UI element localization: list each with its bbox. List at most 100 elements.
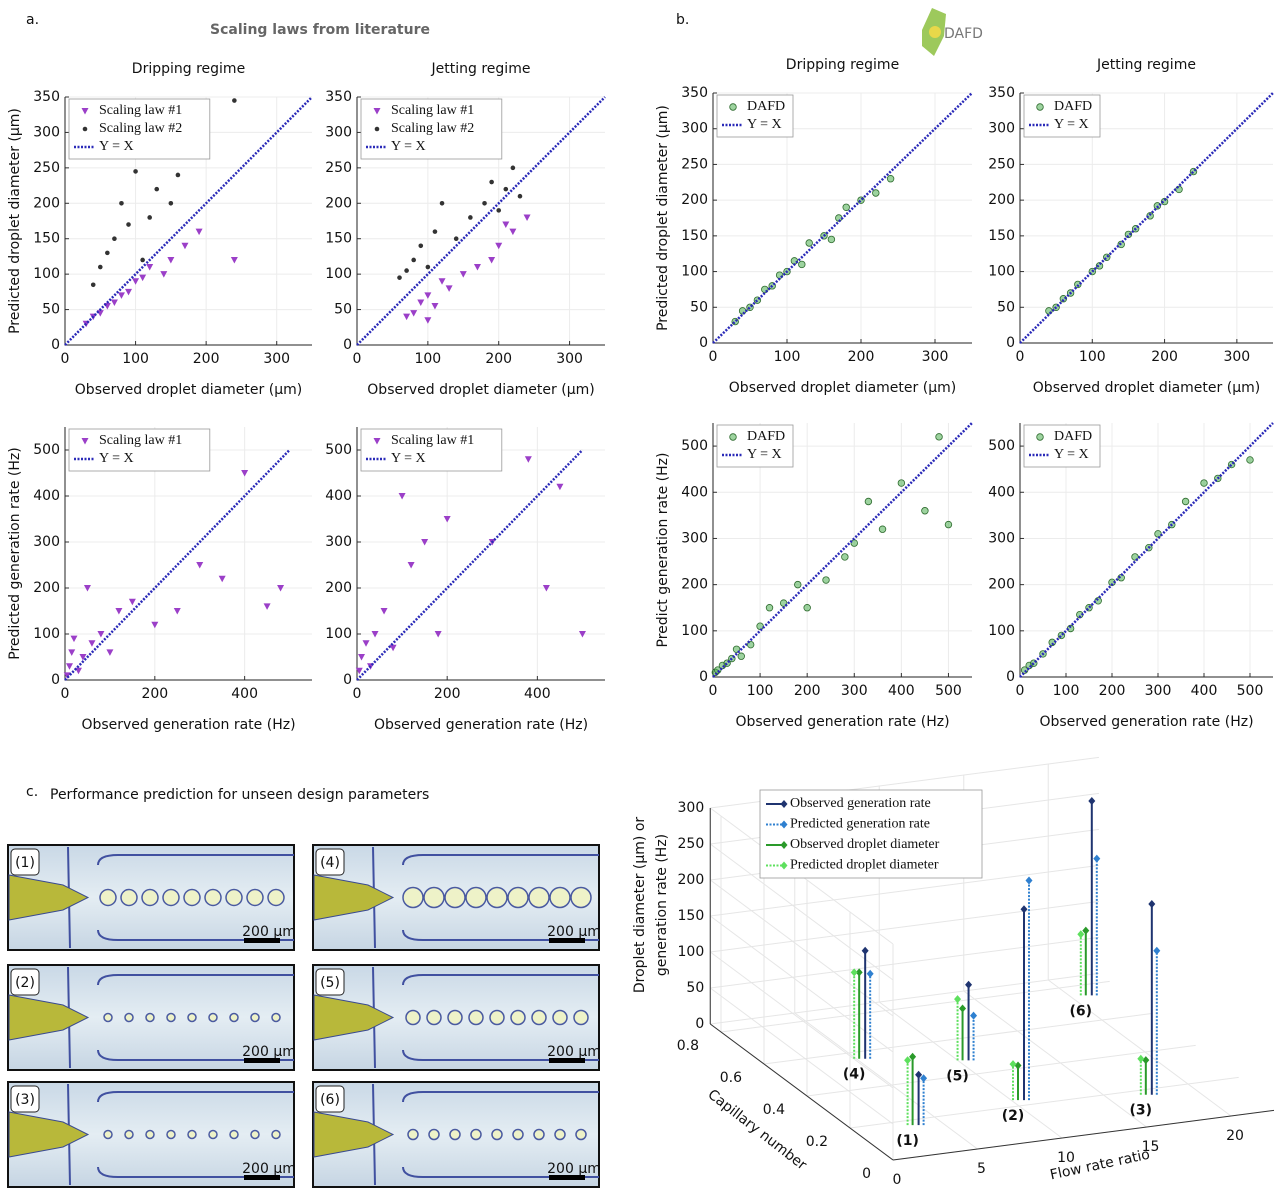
point	[1227, 460, 1236, 469]
grid-line	[963, 990, 1147, 1128]
droplet	[267, 888, 285, 907]
stem-marker	[1020, 905, 1028, 914]
legend-swatch	[780, 800, 788, 808]
point	[195, 228, 203, 236]
droplet	[447, 1009, 463, 1026]
y-tick-label: 0	[343, 672, 352, 688]
point	[110, 299, 118, 306]
stem-marker	[965, 980, 973, 989]
y-tick-label: 300	[325, 124, 352, 140]
legend-swatch	[82, 126, 88, 132]
point	[737, 652, 745, 660]
point	[421, 539, 429, 546]
point	[175, 172, 181, 178]
droplet	[103, 1012, 113, 1023]
droplet	[549, 886, 571, 909]
z-tick-label: 250	[678, 836, 705, 852]
legend-swatch	[373, 438, 381, 445]
scale-label: 200 µm	[547, 1044, 601, 1060]
droplet	[531, 1009, 547, 1026]
reference-line	[64, 96, 313, 346]
droplet	[491, 1128, 503, 1141]
dispersed-phase	[313, 874, 395, 921]
point	[140, 257, 145, 263]
x-axis-label: Observed droplet diameter (µm)	[367, 382, 594, 398]
droplet	[468, 1009, 484, 1026]
y-tick-label: 200	[325, 580, 352, 596]
x-tick-label: 400	[231, 686, 258, 702]
axis-line	[709, 1023, 894, 1161]
grid-line	[849, 1076, 1239, 1129]
droplet	[486, 886, 508, 909]
y-tick-label: 300	[325, 534, 352, 550]
x-axis-label: Observed droplet diameter (µm)	[75, 382, 302, 398]
scale-bar	[549, 1058, 585, 1063]
droplet	[124, 1012, 134, 1023]
point	[765, 604, 774, 612]
stem-marker	[1088, 797, 1096, 805]
point	[90, 282, 96, 288]
droplet	[570, 886, 592, 909]
y-tick-label: 0.8	[677, 1038, 699, 1054]
z-tick-label: 50	[686, 980, 704, 996]
legend-swatch	[780, 820, 788, 829]
point	[944, 520, 953, 529]
point	[117, 292, 125, 299]
legend-box	[716, 94, 794, 138]
scale-label: 200 µm	[242, 1161, 296, 1177]
stem-marker	[909, 1052, 917, 1061]
axis-line	[892, 1109, 1274, 1161]
point	[79, 654, 87, 661]
droplet	[183, 888, 201, 907]
droplet	[407, 1128, 419, 1141]
point	[523, 214, 531, 221]
panel-label: b.	[676, 12, 689, 28]
y-axis-label: Predicted droplet diameter (µm)	[655, 105, 671, 331]
y-tick-label: 0	[1006, 335, 1015, 351]
x-tick-label: 500	[1237, 683, 1264, 699]
x-axis-label: Observed generation rate (Hz)	[735, 714, 949, 730]
droplet	[229, 1129, 239, 1140]
droplet	[250, 1129, 260, 1140]
x-tick-label: 200	[1151, 349, 1178, 365]
point	[411, 257, 416, 263]
point	[115, 608, 123, 615]
point	[857, 196, 865, 204]
panel-label: a.	[26, 12, 39, 28]
point	[1154, 530, 1162, 538]
point-label: (6)	[1070, 1003, 1093, 1019]
point	[803, 604, 811, 612]
y-axis-label: Capillary number	[705, 1087, 810, 1174]
x-tick-label: 300	[263, 351, 290, 367]
point	[63, 672, 71, 679]
legend-label: Y = X	[391, 451, 426, 466]
panel-title: Performance prediction for unseen design…	[50, 787, 429, 803]
x-axis-label: Observed droplet diameter (µm)	[729, 380, 956, 396]
droplet	[405, 1009, 421, 1026]
stem-marker	[920, 1074, 928, 1083]
point	[132, 278, 140, 285]
stem-marker	[1153, 946, 1161, 955]
legend-label: DAFD	[747, 429, 785, 444]
point	[886, 175, 895, 183]
z-axis-label: generation rate (Hz)	[654, 834, 670, 976]
point	[502, 221, 510, 229]
scale-label: 200 µm	[547, 924, 601, 940]
legend-box	[716, 424, 794, 468]
z-tick-label: 100	[678, 944, 705, 960]
x-tick-label: 300	[1145, 683, 1172, 699]
point	[935, 433, 943, 441]
stem-marker	[954, 995, 962, 1004]
stem-marker	[1077, 930, 1085, 939]
z-tick-label: 0	[695, 1016, 704, 1032]
point	[126, 222, 131, 227]
y-tick-label: 0	[699, 669, 708, 685]
droplet	[428, 1128, 440, 1141]
x-axis-label: Observed generation rate (Hz)	[1039, 714, 1253, 730]
grid-line	[794, 1012, 978, 1150]
x-tick-label: 300	[1223, 349, 1250, 365]
x-tick-label: 0	[709, 349, 718, 365]
point	[509, 228, 517, 236]
point	[1200, 479, 1208, 487]
droplet	[99, 888, 117, 907]
